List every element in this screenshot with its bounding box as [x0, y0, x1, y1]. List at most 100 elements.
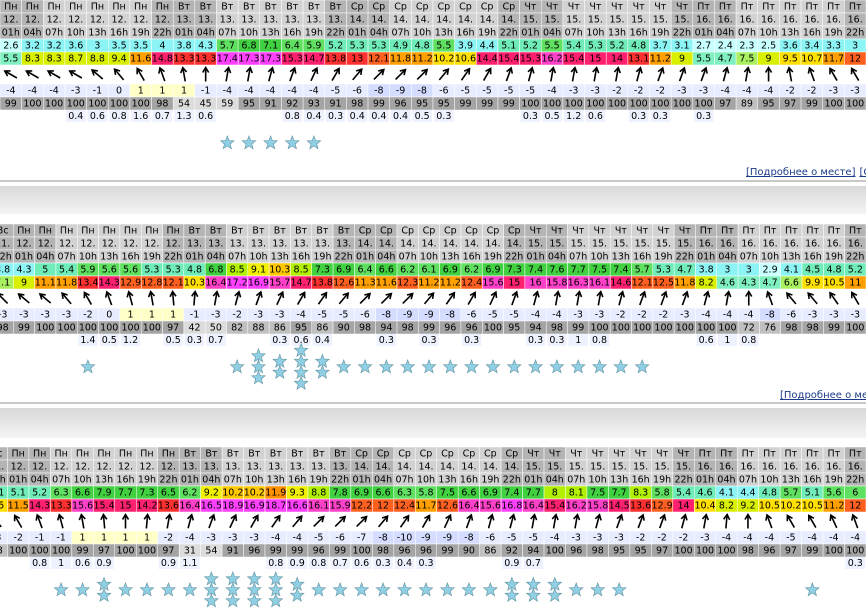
wind-arrow — [680, 513, 688, 529]
wind-value: 5.1 — [11, 488, 26, 499]
star — [268, 571, 284, 586]
day-label: Пт — [784, 2, 797, 13]
wind-arrow — [126, 290, 134, 306]
date-label: 12. — [123, 239, 138, 250]
gust-value: 10.3 — [184, 278, 205, 289]
gust-value: 8.2 — [699, 278, 714, 289]
wind-value: 7.6 — [549, 265, 564, 276]
wind-value: 3 — [724, 265, 730, 276]
wind-arrow — [613, 66, 622, 82]
more-link[interactable]: [Подробнее о месте] — [746, 167, 856, 178]
hour-label: 13h — [438, 475, 456, 486]
temp-value: -8 — [378, 533, 387, 544]
hour-label: 13h — [88, 28, 106, 39]
precip-value: 0.6 — [90, 111, 105, 122]
separator — [0, 180, 866, 182]
temp-value: -4 — [266, 86, 275, 97]
wind-arrow — [807, 291, 818, 305]
temp-value: -1 — [201, 86, 210, 97]
precip-cell — [416, 557, 436, 569]
cloud-value: 90 — [463, 546, 475, 557]
wind-arrow — [850, 513, 859, 529]
gust-value: 16.4 — [523, 501, 544, 512]
hour-label: 19h — [143, 252, 161, 263]
gust-value: 16.2 — [566, 501, 587, 512]
temp-value: -4 — [742, 86, 751, 97]
wind-value: 7.5 — [590, 488, 605, 499]
wind-arrow — [570, 66, 578, 82]
cloud-value: 99 — [77, 546, 89, 557]
cloud-value: 98 — [351, 99, 363, 110]
cloud-value: 97 — [162, 546, 174, 557]
wind-value: 10.2 — [244, 488, 265, 499]
wind-arrow — [465, 513, 474, 529]
hour-label: 01h — [356, 252, 374, 263]
gust-value: 13.6 — [158, 501, 179, 512]
precip-value: 0.8 — [311, 558, 326, 569]
day-label: Пт — [827, 2, 840, 13]
gust-value: 13.3 — [51, 501, 72, 512]
date-label: 16. — [697, 462, 712, 473]
hour-label: 13h — [612, 252, 630, 263]
wind-arrow — [276, 290, 285, 306]
wind-arrow — [224, 66, 232, 82]
gust-value: 11 — [849, 278, 861, 289]
date-label: 13. — [187, 239, 202, 250]
hour-label: 04h — [31, 475, 49, 486]
cloud-value: 99 — [423, 323, 435, 334]
precip-cell — [78, 334, 98, 346]
more-link[interactable]: [Со — [859, 167, 866, 178]
day-label: Вт — [205, 449, 218, 460]
rating-stars — [268, 571, 284, 608]
gust-value: 12.6 — [333, 278, 354, 289]
wind-value: 5.3 — [656, 265, 671, 276]
temp-value: 1 — [122, 533, 128, 544]
day-label: Чт — [524, 2, 537, 13]
wind-value: 3 — [94, 41, 100, 52]
temp-value: -4 — [808, 533, 817, 544]
wind-value: 3.6 — [68, 41, 83, 52]
cloud-value: 72 — [743, 323, 755, 334]
temp-value: -5 — [339, 310, 348, 321]
temp-value: -2 — [634, 86, 643, 97]
temp-value: -5 — [786, 533, 795, 544]
precip-value: 0.5 — [545, 111, 560, 122]
date-label: 15. — [523, 15, 538, 26]
precip-value: 0.3 — [376, 558, 391, 569]
day-label: Ср — [420, 449, 433, 460]
cloud-value: 98 — [592, 546, 604, 557]
day-label: Чт — [676, 2, 689, 13]
more-link[interactable]: [Подробнее о месте] — [780, 390, 866, 401]
star — [229, 359, 245, 374]
cloud-value: 97 — [784, 99, 796, 110]
wind-value: 6.2 — [400, 265, 415, 276]
cloud-value: 97 — [656, 546, 668, 557]
wind-value: 7.3 — [139, 488, 154, 499]
wind-value: 3.4 — [804, 41, 819, 52]
wind-arrow — [292, 514, 303, 528]
gust-value: 11.7 — [415, 501, 436, 512]
temp-value: -5 — [529, 533, 538, 544]
wind-arrow — [553, 290, 561, 306]
wind-arrow — [508, 513, 517, 529]
cloud-value: 100 — [630, 99, 648, 110]
wind-value: 7.5 — [592, 265, 607, 276]
star — [284, 135, 300, 150]
precip-cell — [390, 110, 411, 122]
temp-value: -2 — [83, 310, 92, 321]
gust-value: 11.5 — [8, 501, 29, 512]
temp-value: -6 — [787, 310, 796, 321]
hour-label: 16h — [630, 28, 648, 39]
temp-value: -3 — [0, 533, 1, 544]
date-label: 12. — [139, 462, 154, 473]
gust-value: 8.2 — [719, 501, 734, 512]
day-label: Ср — [437, 2, 450, 13]
wind-arrow — [765, 290, 774, 306]
wind-arrow — [657, 66, 665, 82]
temp-value: -4 — [552, 310, 561, 321]
wind-arrow — [250, 514, 259, 528]
temp-value: -5 — [318, 310, 327, 321]
temp-value: -3 — [829, 86, 838, 97]
rating-stars — [590, 582, 606, 597]
